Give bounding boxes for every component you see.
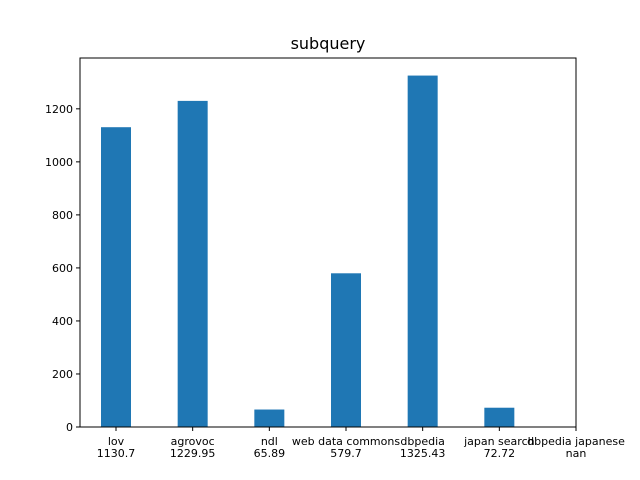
- bar-0: [101, 127, 131, 427]
- chart-title: subquery: [291, 34, 366, 53]
- x-tick-label: japan search: [463, 435, 535, 448]
- x-value-label: nan: [566, 447, 587, 460]
- y-axis: 0 200 400 600 800 1000 1200: [45, 103, 80, 434]
- x-value-label: 72.72: [484, 447, 516, 460]
- x-tick-label: lov: [108, 435, 125, 448]
- y-tick-label: 400: [52, 315, 73, 328]
- x-value-label: 579.7: [330, 447, 362, 460]
- x-tick-label: dbpedia japanese: [527, 435, 625, 448]
- x-tick-label: web data commons: [292, 435, 400, 448]
- x-value-label: 1229.95: [170, 447, 216, 460]
- x-tick-label: dbpedia: [400, 435, 445, 448]
- plot-frame: [79, 57, 577, 428]
- y-tick-label: 0: [66, 421, 73, 434]
- bar-4: [407, 75, 438, 428]
- y-tick-label: 600: [52, 262, 73, 275]
- x-value-label: 65.89: [254, 447, 286, 460]
- bar-1: [177, 100, 208, 428]
- bar-2: [254, 409, 285, 427]
- bar-5: [484, 407, 515, 427]
- bars-group: [101, 75, 515, 428]
- x-tick-label: agrovoc: [171, 435, 215, 448]
- y-tick-label: 1200: [45, 103, 73, 116]
- x-tick-label: ndl: [261, 435, 278, 448]
- y-tick-label: 800: [52, 209, 73, 222]
- y-tick-label: 200: [52, 368, 73, 381]
- bar-3: [331, 273, 361, 427]
- y-tick-label: 1000: [45, 156, 73, 169]
- x-value-label: 1130.7: [97, 447, 136, 460]
- x-value-label: 1325.43: [400, 447, 446, 460]
